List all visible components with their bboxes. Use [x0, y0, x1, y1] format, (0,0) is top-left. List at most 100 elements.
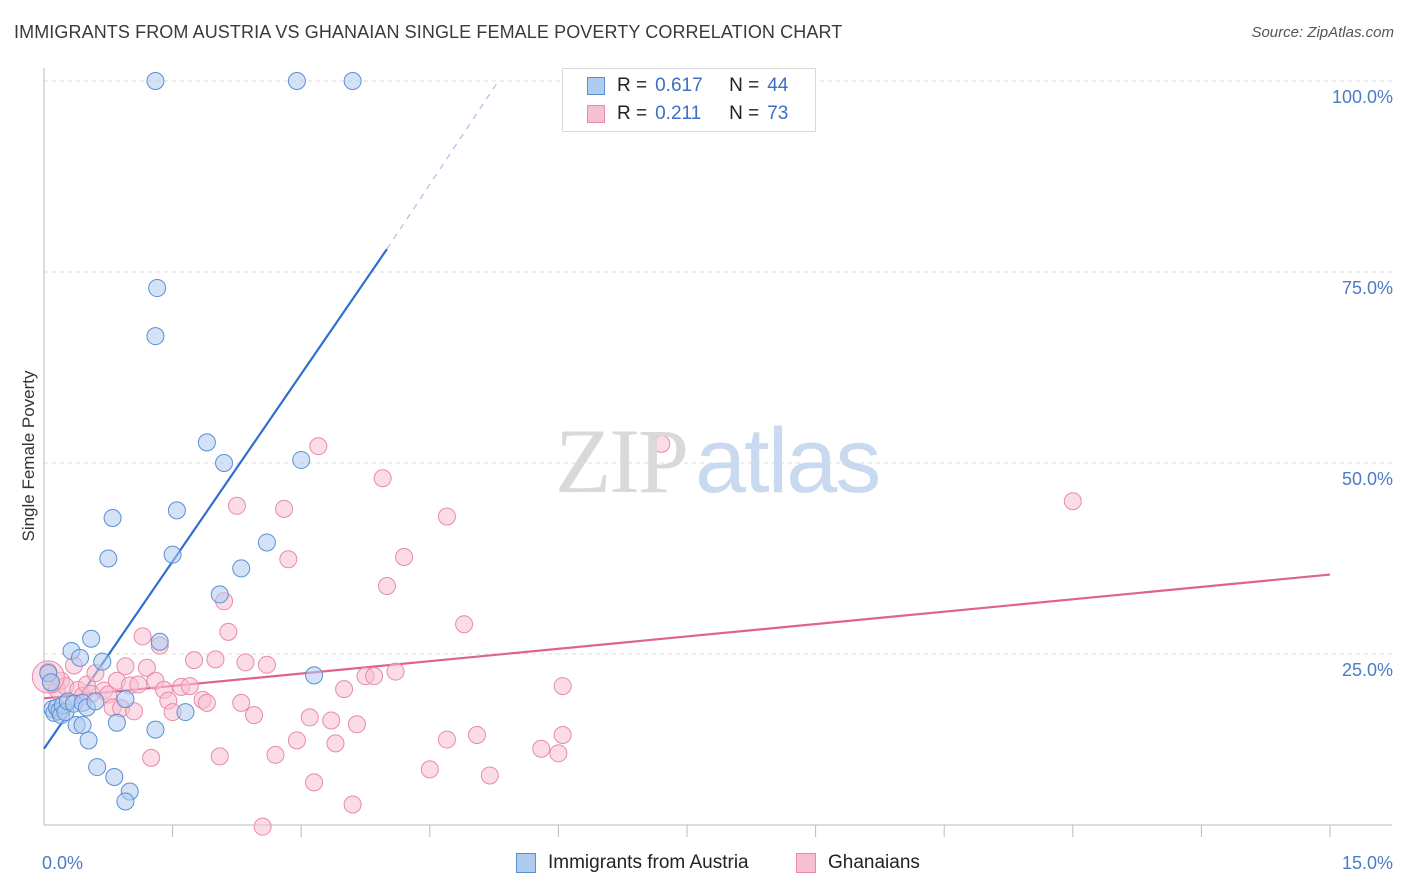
point-austria — [116, 792, 135, 811]
correlation-legend: R = 0.617 N = 44 R = 0.211 N = 73 — [562, 68, 816, 132]
point-austria — [163, 545, 182, 564]
point-ghanaians — [395, 547, 414, 566]
y-tick-label: 100.0% — [1332, 87, 1393, 107]
point-ghanaians — [180, 677, 199, 696]
point-ghanaians — [335, 680, 354, 699]
legend-label-austria: Immigrants from Austria — [548, 852, 749, 873]
point-austria — [79, 731, 98, 750]
point-austria — [197, 433, 216, 452]
legend-n-label: N = — [729, 75, 760, 96]
point-ghanaians — [266, 745, 285, 764]
point-ghanaians — [210, 747, 229, 766]
point-ghanaians — [309, 437, 328, 456]
point-ghanaians — [185, 651, 204, 670]
point-ghanaians — [455, 615, 474, 634]
watermark: ZIPatlas — [555, 408, 881, 514]
trendline-austria-extension — [386, 80, 499, 250]
point-ghanaians — [347, 715, 366, 734]
point-ghanaians — [1063, 492, 1082, 511]
point-austria — [107, 713, 126, 732]
point-ghanaians — [373, 469, 392, 488]
point-ghanaians — [300, 708, 319, 727]
point-ghanaians — [386, 662, 405, 681]
point-austria — [215, 454, 234, 472]
point-ghanaians — [279, 550, 298, 569]
legend-n-value: 73 — [767, 103, 789, 124]
y-tick-labels: 25.0% 50.0% 75.0% 100.0% — [1332, 87, 1393, 680]
legend-swatch-blue — [587, 77, 605, 95]
point-ghanaians — [343, 795, 362, 814]
chart-title: IMMIGRANTS FROM AUSTRIA VS GHANAIAN SING… — [14, 22, 843, 42]
point-austria — [167, 501, 186, 520]
legend-row-ghanaians: R = 0.211 N = 73 — [587, 101, 788, 127]
point-ghanaians — [253, 817, 272, 836]
point-ghanaians — [420, 760, 439, 779]
point-ghanaians — [553, 725, 572, 744]
point-austria — [88, 758, 107, 777]
legend-r-value: 0.211 — [655, 103, 702, 124]
legend-r-label: R = — [617, 103, 648, 124]
point-ghanaians — [275, 499, 294, 518]
watermark-atlas: atlas — [695, 410, 881, 512]
point-ghanaians — [326, 734, 345, 753]
source-label: Source: ZipAtlas.com — [1251, 24, 1394, 41]
point-ghanaians — [129, 675, 148, 694]
y-tick-label: 75.0% — [1342, 278, 1393, 298]
point-austria — [287, 72, 306, 90]
point-austria — [146, 720, 165, 739]
legend-swatch-pink — [587, 105, 605, 123]
point-ghanaians — [549, 744, 568, 763]
point-ghanaians — [322, 711, 341, 730]
y-axis-label: Single Female Poverty — [19, 370, 38, 542]
point-ghanaians — [206, 650, 225, 669]
y-tick-label: 50.0% — [1342, 469, 1393, 489]
point-austria — [116, 690, 135, 709]
point-ghanaians — [437, 730, 456, 749]
point-austria — [257, 533, 276, 552]
point-ghanaians — [532, 739, 551, 758]
legend-n-label: N = — [729, 103, 760, 124]
point-ghanaians — [197, 693, 216, 712]
point-austria — [292, 450, 311, 469]
point-austria — [176, 703, 195, 722]
legend-n-value: 44 — [767, 75, 789, 96]
legend-swatch-pink — [796, 853, 816, 873]
point-austria — [99, 549, 118, 568]
legend-r-label: R = — [617, 75, 648, 96]
y-tick-label: 25.0% — [1342, 660, 1393, 680]
point-austria — [105, 768, 124, 787]
point-austria — [146, 327, 165, 346]
point-austria — [232, 559, 251, 578]
point-ghanaians — [287, 731, 306, 750]
legend-row-austria: R = 0.617 N = 44 — [587, 73, 788, 99]
legend-label-ghanaians: Ghanaians — [828, 852, 920, 873]
x-tick-label-max: 15.0% — [1342, 853, 1393, 873]
legend-swatch-blue — [516, 853, 536, 873]
point-ghanaians — [125, 702, 144, 721]
point-austria — [93, 652, 112, 671]
series-immigrants-from-austria — [39, 72, 362, 811]
point-austria — [41, 673, 60, 692]
point-ghanaians — [480, 766, 499, 785]
point-ghanaians — [467, 725, 486, 744]
trendline-ghanaians — [43, 573, 1331, 700]
point-ghanaians — [245, 706, 264, 725]
point-austria — [146, 72, 165, 90]
point-austria — [86, 692, 105, 711]
point-ghanaians — [219, 622, 238, 641]
point-austria — [103, 509, 122, 528]
point-austria — [73, 716, 92, 735]
point-ghanaians — [652, 434, 671, 453]
legend-item-ghanaians[interactable]: Ghanaians — [796, 852, 920, 874]
point-ghanaians — [305, 773, 324, 792]
point-ghanaians — [227, 496, 246, 515]
x-tick-label-min: 0.0% — [42, 853, 83, 873]
point-ghanaians — [257, 655, 276, 674]
point-austria — [150, 632, 169, 651]
point-austria — [210, 585, 229, 604]
point-austria — [82, 629, 101, 648]
legend-item-austria[interactable]: Immigrants from Austria — [516, 852, 749, 874]
point-ghanaians — [236, 653, 255, 672]
point-ghanaians — [232, 693, 251, 712]
